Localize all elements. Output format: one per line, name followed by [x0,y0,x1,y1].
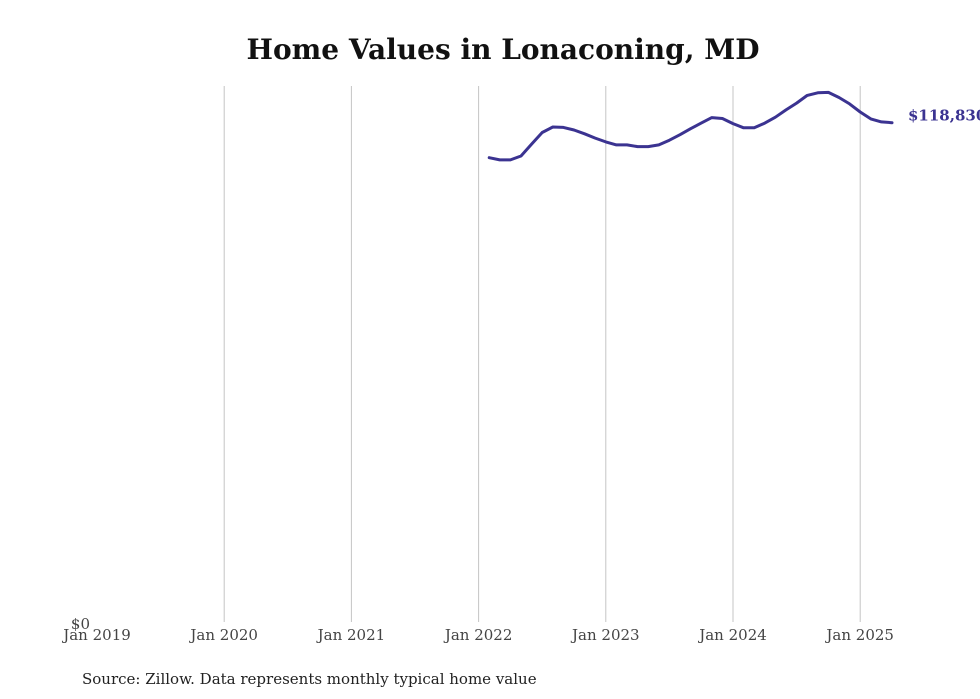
x-tick-jan-2025: Jan 2025 [824,626,894,644]
gridlines [223,86,861,622]
x-tick-jan-2020: Jan 2020 [188,626,258,644]
x-tick-jan-2024: Jan 2024 [697,626,767,644]
chart-title: Home Values in Lonaconing, MD [247,33,760,66]
x-tick-jan-2019: Jan 2019 [61,626,131,644]
y-tick-0: $0 [71,615,90,633]
x-tick-jan-2021: Jan 2021 [316,626,386,644]
latest-value-label: $118,830 [908,107,980,125]
x-tick-jan-2023: Jan 2023 [570,626,640,644]
x-tick-jan-2022: Jan 2022 [443,626,513,644]
source-note: Source: Zillow. Data represents monthly … [82,670,537,688]
home-value-line [487,90,894,162]
x-axis-ticks: Jan 2019 Jan 2020 Jan 2021 Jan 2022 Jan 2023… [61,626,894,644]
y-axis-ticks: $0 [71,615,90,633]
